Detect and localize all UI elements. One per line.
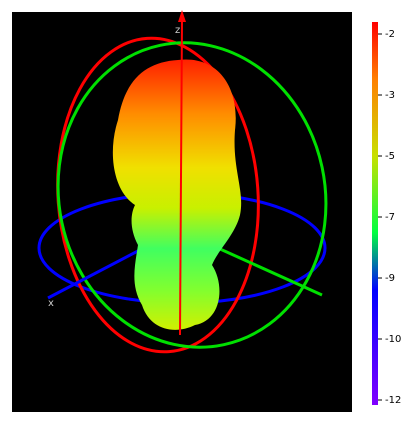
colorbar-label: -9	[385, 273, 395, 284]
colorbar-label: -12	[385, 395, 401, 406]
radiation-pattern	[112, 59, 242, 330]
colorbar-label: -7	[385, 212, 395, 223]
z-axis	[179, 17, 183, 336]
axis-label: x	[48, 298, 54, 309]
colorbar-label: -5	[385, 151, 395, 162]
axis-label: z	[175, 25, 180, 36]
colorbar-label: -10	[385, 334, 401, 345]
colorbar-label: -2	[385, 29, 395, 40]
colorbar-label: -3	[385, 90, 395, 101]
colorbar	[372, 22, 378, 405]
z-arrow	[178, 10, 186, 22]
yz-ring	[56, 41, 328, 349]
